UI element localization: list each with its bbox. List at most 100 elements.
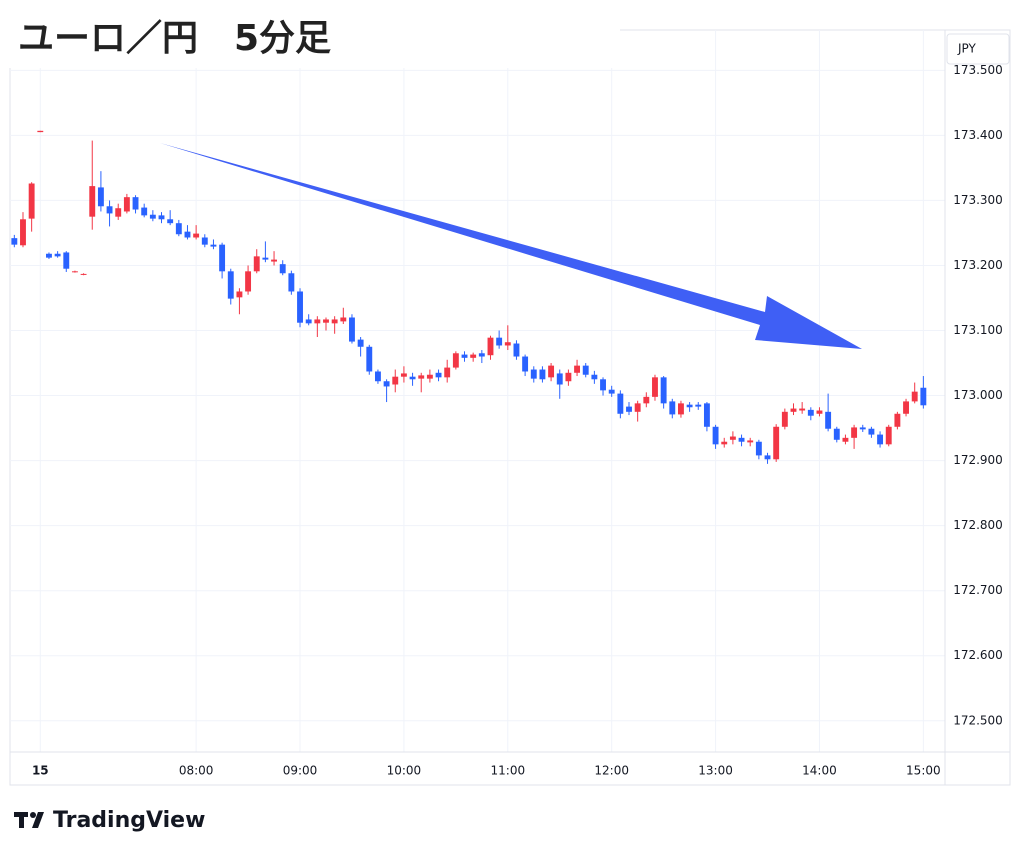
y-tick-label: 172.500	[953, 713, 1003, 727]
candle-body	[374, 371, 381, 382]
candle-body	[400, 373, 407, 377]
candle-body	[582, 365, 589, 375]
y-tick-label: 173.500	[953, 63, 1003, 77]
x-tick-label: 14:00	[802, 764, 837, 778]
x-tick-label: 09:00	[283, 764, 318, 778]
candle-body	[158, 215, 165, 220]
candle-body	[911, 391, 918, 402]
y-tick-label: 173.300	[953, 193, 1003, 207]
candle-body	[444, 367, 451, 378]
currency-label: JPY	[957, 42, 977, 56]
currency-badge	[946, 33, 1010, 65]
candle-body	[193, 233, 200, 238]
candle-body	[556, 373, 563, 385]
candle-body	[426, 374, 433, 379]
candle-body	[340, 317, 347, 322]
candle-body	[894, 413, 901, 427]
candle-body	[851, 427, 858, 438]
x-tick-label: 08:00	[179, 764, 214, 778]
candle-body	[738, 437, 745, 442]
candle-body	[781, 411, 788, 427]
candle-body	[548, 365, 555, 378]
candle-body	[63, 252, 70, 269]
candle-body	[669, 401, 676, 415]
candle-body	[652, 377, 658, 397]
candle-body	[539, 369, 546, 380]
candle-body	[123, 197, 130, 212]
candle-body	[149, 214, 156, 219]
candle-body	[392, 376, 399, 385]
candle-body	[314, 319, 321, 324]
candle-body	[617, 393, 624, 414]
candle-body	[366, 346, 373, 372]
candle-body	[20, 219, 26, 246]
title-backdrop	[0, 0, 620, 68]
candle-body	[565, 372, 572, 382]
candle-body	[141, 207, 148, 216]
candle-body	[799, 408, 806, 411]
candle-body	[608, 389, 615, 394]
candle-body	[253, 256, 260, 272]
y-tick-label: 173.100	[953, 323, 1003, 337]
candle-body	[46, 253, 52, 258]
candle-body	[89, 186, 96, 217]
candle-body	[833, 428, 840, 440]
candle-body	[461, 354, 468, 358]
candle-body	[279, 264, 286, 274]
candle-body	[219, 244, 226, 272]
candle-body	[97, 187, 104, 207]
y-tick-label: 172.900	[953, 453, 1003, 467]
candle-body	[859, 427, 866, 430]
candle-body	[773, 426, 780, 460]
candle-body	[132, 197, 139, 210]
trend-arrow	[160, 143, 862, 349]
y-tick-label: 173.000	[953, 388, 1003, 402]
candle-body	[712, 426, 719, 445]
candle-body	[227, 271, 234, 299]
candle-body	[245, 271, 252, 292]
candle-body	[591, 374, 598, 380]
candle-body	[721, 441, 728, 445]
candle-body	[530, 369, 537, 379]
candle-body	[452, 353, 459, 368]
candle-body	[522, 356, 529, 372]
candle-body	[383, 381, 390, 387]
candle-body	[175, 223, 182, 235]
x-tick-label: 10:00	[387, 764, 422, 778]
candle-body	[574, 365, 581, 373]
chart-frame	[9, 29, 1011, 786]
candle-body	[842, 437, 849, 442]
candle-body	[409, 376, 416, 380]
candle-body	[643, 396, 650, 404]
y-tick-label: 172.600	[953, 648, 1003, 662]
candle-body	[695, 404, 702, 407]
candle-body	[106, 206, 113, 214]
x-tick-label: 12:00	[594, 764, 629, 778]
candle-body	[37, 130, 44, 133]
candle-body	[703, 403, 710, 427]
watermark: TradingView	[53, 808, 205, 833]
candle-body	[297, 291, 303, 323]
candle-body	[349, 317, 355, 342]
y-tick-label: 173.400	[953, 128, 1003, 142]
candle-body	[184, 231, 191, 238]
candle-body	[80, 273, 87, 275]
chart-title: ユーロ／円 5分足	[18, 18, 331, 59]
candle-body	[71, 271, 78, 273]
candle-body	[167, 219, 174, 224]
y-tick-label: 172.800	[953, 518, 1003, 532]
candle-body	[686, 404, 693, 408]
candle-body	[487, 337, 494, 356]
candle-body	[868, 428, 875, 435]
watermark-icon	[14, 812, 44, 828]
candle-body	[877, 434, 884, 445]
candle-body	[11, 238, 18, 245]
candle-body	[678, 403, 684, 415]
candle-body	[729, 436, 736, 440]
candle-body	[435, 372, 442, 378]
candle-body	[504, 342, 511, 346]
candle-body	[323, 319, 329, 323]
x-tick-label: 15	[32, 764, 49, 778]
candle-body	[764, 455, 771, 460]
